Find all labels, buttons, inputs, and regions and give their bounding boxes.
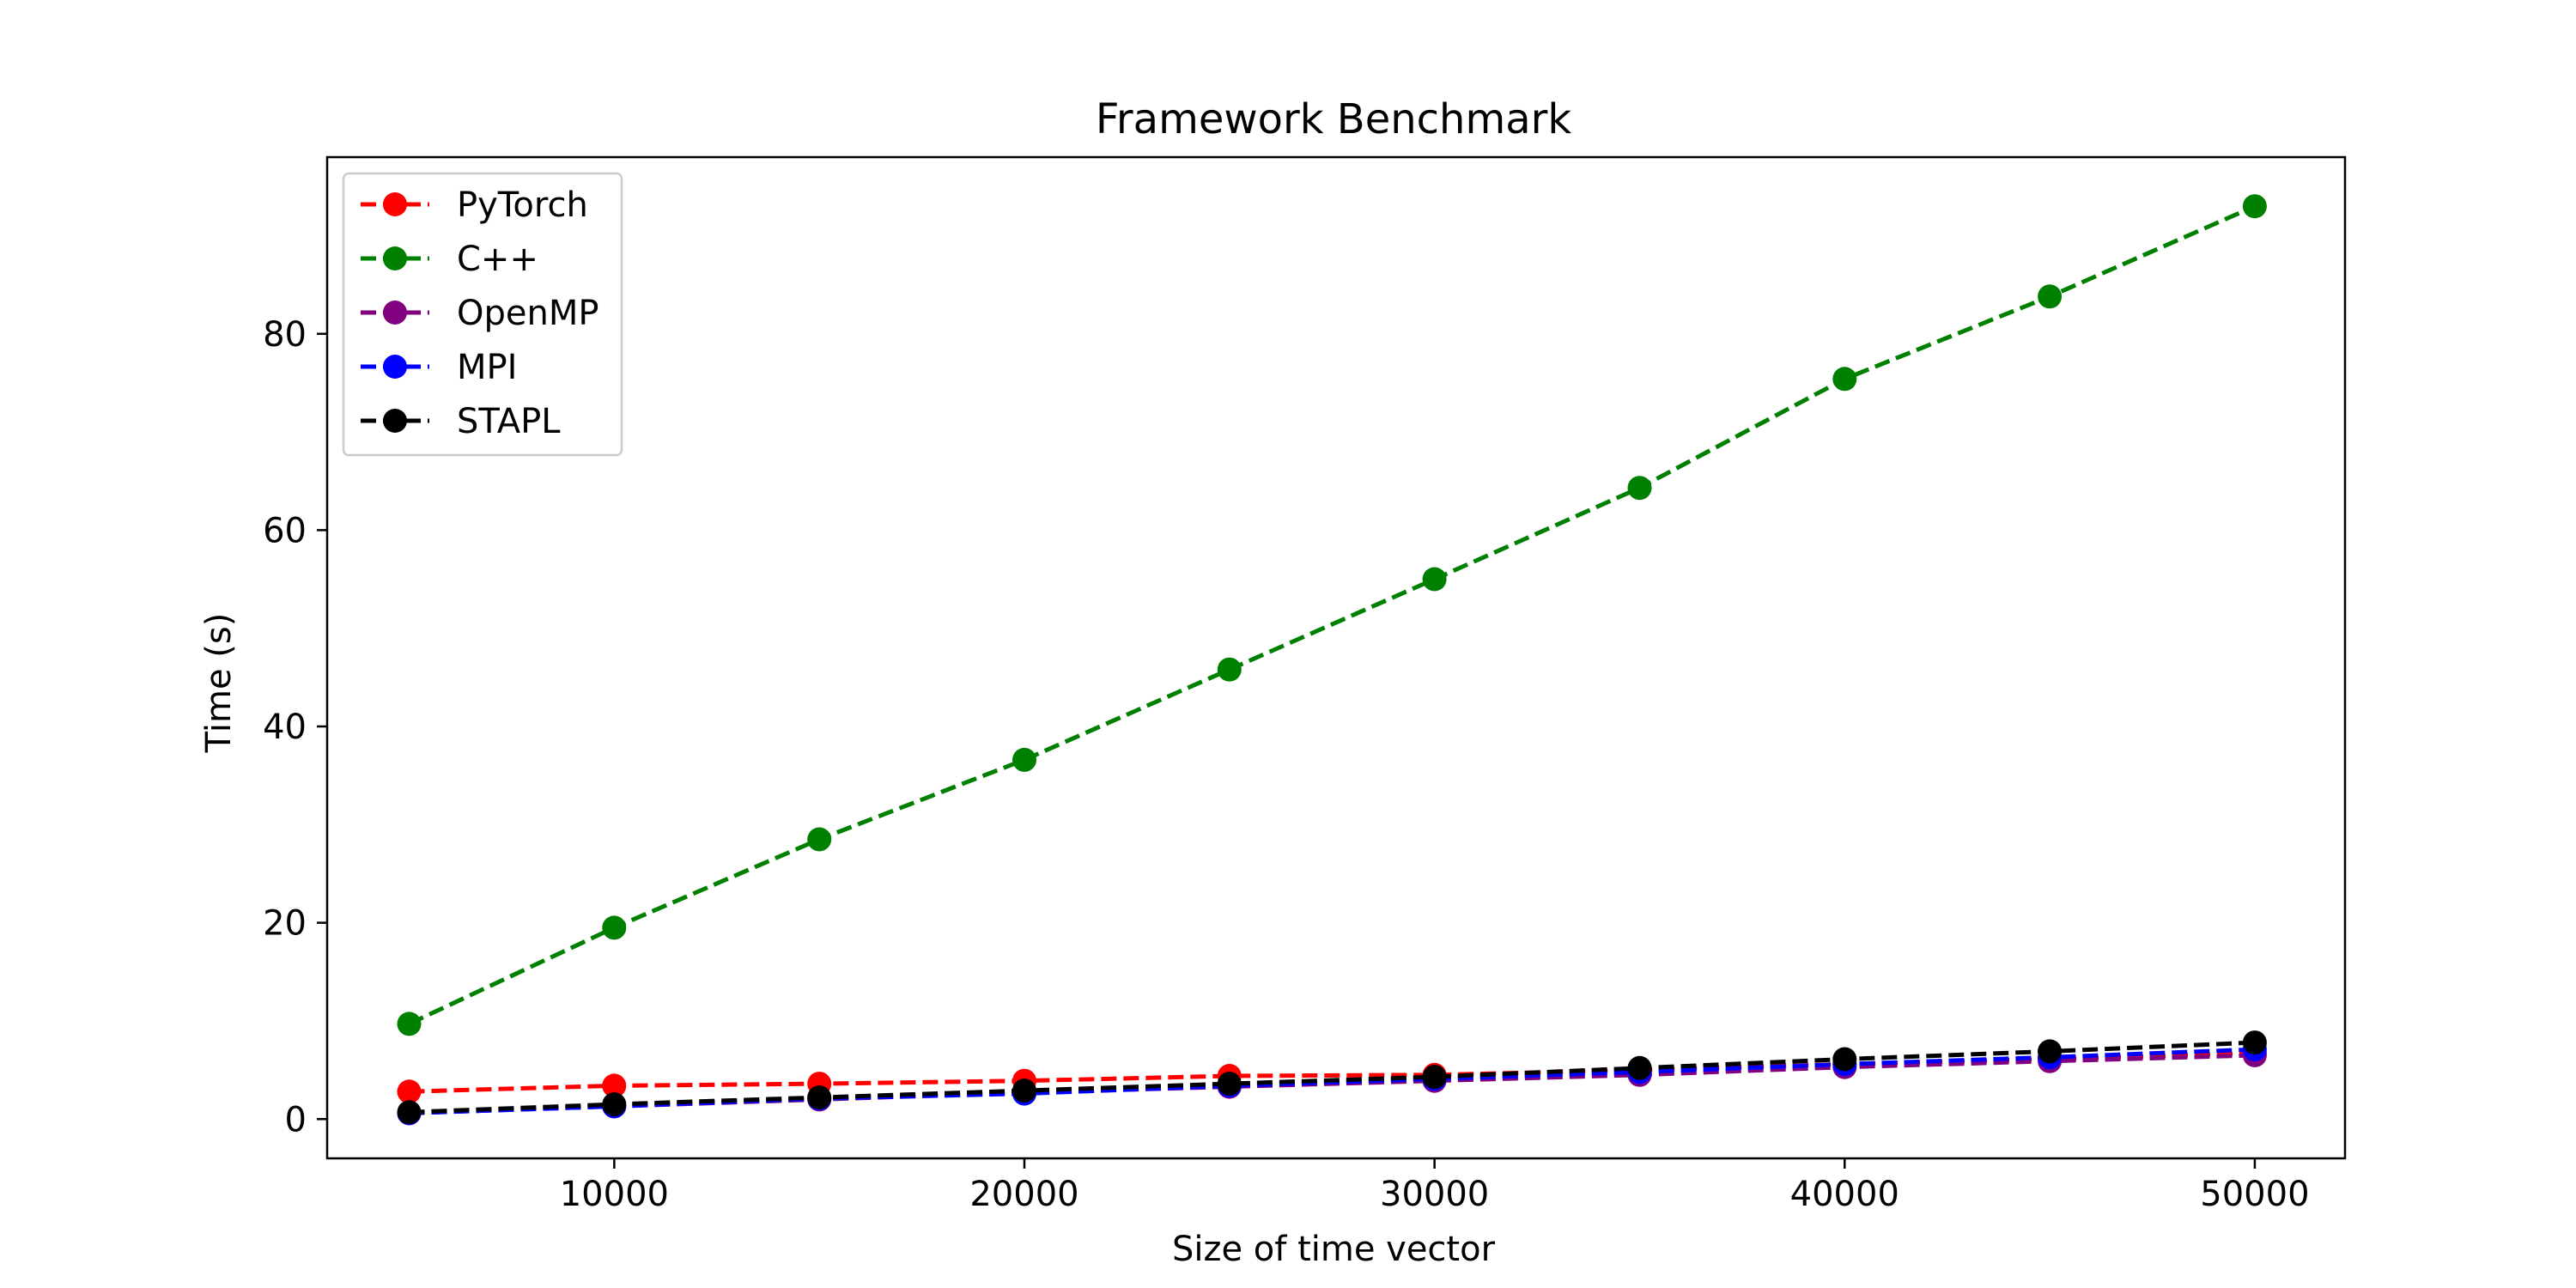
x-axis-title: Size of time vector <box>1172 1230 1496 1269</box>
data-point <box>397 1100 422 1125</box>
data-point <box>1422 567 1447 592</box>
data-point <box>602 915 627 940</box>
series-line <box>409 1051 2255 1094</box>
legend-item: PyTorch <box>361 185 588 225</box>
series-line <box>409 1040 2256 1115</box>
plot-area <box>397 194 2267 1126</box>
y-tick-label: 0 <box>285 1100 307 1139</box>
legend-label: MPI <box>457 348 517 387</box>
legend-label: C++ <box>457 240 538 279</box>
x-tick-label: 40000 <box>1790 1175 1899 1214</box>
legend-marker <box>383 409 407 433</box>
data-point <box>1832 1047 1857 1072</box>
legend-marker <box>383 355 407 379</box>
data-point <box>1422 1065 1447 1090</box>
series-stapl <box>397 1030 2267 1125</box>
x-tick-label: 30000 <box>1380 1175 1489 1214</box>
legend-item: STAPL <box>361 402 561 441</box>
data-point <box>2242 1030 2267 1055</box>
series-c- <box>397 194 2267 1036</box>
y-tick-label: 60 <box>263 511 307 550</box>
plot-frame <box>325 155 2347 1160</box>
legend: PyTorch C++ OpenMP MPI STAPL <box>342 172 623 457</box>
data-point <box>807 1085 832 1110</box>
legend-item: OpenMP <box>361 294 598 333</box>
legend-label: OpenMP <box>457 294 598 333</box>
legend-label: PyTorch <box>457 185 588 225</box>
legend-item: MPI <box>361 348 517 387</box>
legend-marker <box>383 246 407 270</box>
data-point <box>602 1073 627 1098</box>
data-point <box>1012 747 1036 772</box>
legend-box <box>342 172 623 457</box>
data-point <box>397 1079 422 1104</box>
x-tick-label: 50000 <box>2200 1175 2309 1214</box>
data-point <box>1217 657 1242 682</box>
y-tick-label: 20 <box>263 904 307 944</box>
data-point <box>602 1092 627 1117</box>
data-point <box>2242 194 2267 219</box>
chart-title: Framework Benchmark <box>1096 95 1572 143</box>
y-axis-title: Time (s) <box>199 613 239 754</box>
axis-ticks: 10000 20000 30000 40000 50000 0 20 40 60 80 <box>263 315 2309 1214</box>
data-point <box>1627 476 1652 501</box>
data-point <box>1627 1055 1652 1080</box>
data-point <box>2038 1039 2063 1064</box>
data-point <box>397 1012 422 1036</box>
y-tick-label: 40 <box>263 708 307 747</box>
x-tick-label: 10000 <box>560 1175 669 1214</box>
data-point <box>1012 1078 1036 1103</box>
data-point <box>1832 367 1857 392</box>
data-point <box>2038 284 2063 309</box>
series-line <box>408 204 2256 1026</box>
x-tick-label: 20000 <box>969 1175 1078 1214</box>
legend-item: C++ <box>361 240 538 279</box>
legend-marker <box>383 192 407 216</box>
legend-label: STAPL <box>457 402 561 441</box>
y-tick-label: 80 <box>263 315 307 355</box>
legend-marker <box>383 301 407 325</box>
data-point <box>807 827 832 852</box>
data-point <box>1217 1072 1242 1097</box>
